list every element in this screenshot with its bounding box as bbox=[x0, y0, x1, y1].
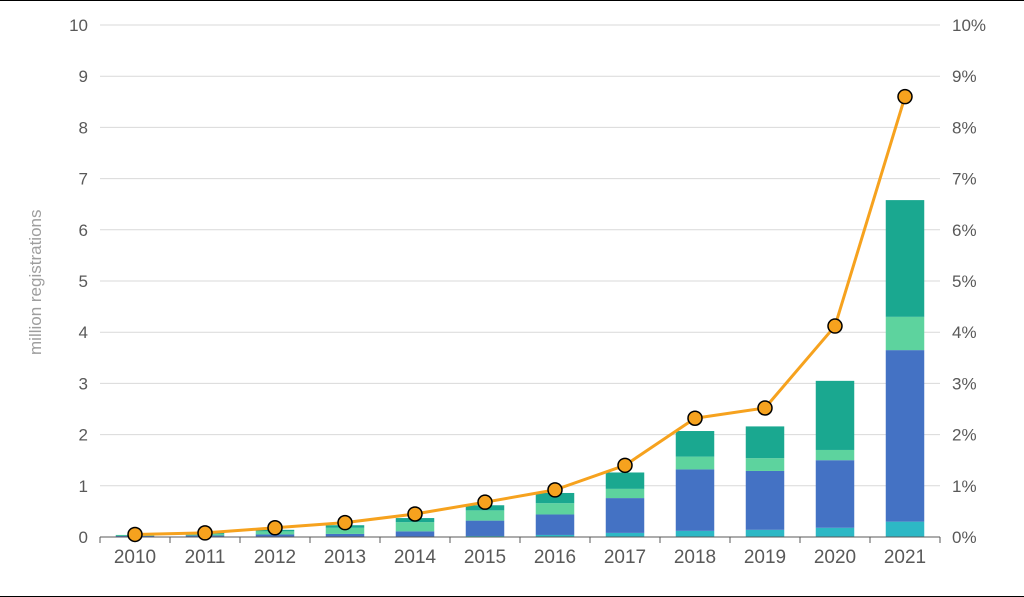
trend-marker bbox=[408, 507, 422, 521]
x-tick-label: 2013 bbox=[324, 547, 366, 568]
y-left-tick-label: 2 bbox=[79, 426, 88, 445]
y-right-tick-label: 7% bbox=[952, 170, 977, 189]
y-left-tick-label: 1 bbox=[79, 477, 88, 496]
bar-segment bbox=[816, 381, 855, 450]
x-tick-label: 2015 bbox=[464, 547, 506, 568]
trend-marker bbox=[898, 90, 912, 104]
x-tick-label: 2020 bbox=[814, 547, 856, 568]
y-right-tick-label: 6% bbox=[952, 221, 977, 240]
x-tick-label: 2016 bbox=[534, 547, 576, 568]
bar-segment bbox=[746, 471, 785, 530]
chart-container: million registrations 0 1 2 3 4 5 6 7 8 9 10 0% 1% 2%… bbox=[0, 0, 1024, 597]
bar-segment bbox=[536, 514, 575, 534]
y-right-tick-label: 4% bbox=[952, 323, 977, 342]
bar-segment bbox=[466, 510, 505, 520]
x-tick-label: 2019 bbox=[744, 547, 786, 568]
x-tick-label: 2010 bbox=[114, 547, 156, 568]
y-left-tick-label: 5 bbox=[79, 272, 88, 291]
trend-marker bbox=[268, 521, 282, 535]
y-left-tick-label: 9 bbox=[79, 67, 88, 86]
y-right-tick-label: 2% bbox=[952, 426, 977, 445]
bar-segment bbox=[886, 350, 925, 522]
x-tick-label: 2012 bbox=[254, 547, 296, 568]
x-tick-label: 2017 bbox=[604, 547, 646, 568]
bar-segment bbox=[816, 528, 855, 537]
trend-marker bbox=[198, 526, 212, 540]
bar-segment bbox=[816, 450, 855, 460]
bar-segment bbox=[606, 472, 645, 488]
trend-line bbox=[135, 97, 905, 535]
x-tick-label: 2018 bbox=[674, 547, 716, 568]
bar-segment bbox=[886, 317, 925, 350]
bar-segment bbox=[536, 503, 575, 514]
y-left-tick-label: 0 bbox=[79, 528, 88, 547]
bar-segment bbox=[746, 530, 785, 537]
x-tick-label: 2014 bbox=[394, 547, 437, 568]
y-right-tick-label: 3% bbox=[952, 374, 977, 393]
trend-marker bbox=[758, 401, 772, 415]
y-left-tick-label: 7 bbox=[79, 170, 88, 189]
trend-marker bbox=[128, 527, 142, 541]
trend-marker bbox=[478, 495, 492, 509]
bar-segment bbox=[886, 522, 925, 537]
y-right-tick-label: 1% bbox=[952, 477, 977, 496]
y-right-tick-label: 0% bbox=[952, 528, 977, 547]
y-axis-label: million registrations bbox=[26, 210, 46, 356]
trend-marker bbox=[548, 483, 562, 497]
y-right-tick-label: 5% bbox=[952, 272, 977, 291]
bar-segment bbox=[396, 522, 435, 531]
bar-segment bbox=[886, 200, 925, 317]
y-left-tick-label: 4 bbox=[79, 323, 88, 342]
chart-svg: 0 1 2 3 4 5 6 7 8 9 10 0% 1% 2% 3% 4% 5% 6% 7% 8% 9% 10% 2010 2… bbox=[0, 1, 1024, 597]
bar-segment bbox=[606, 498, 645, 533]
y-left-tick-label: 10 bbox=[69, 16, 88, 35]
bar-segment bbox=[676, 457, 715, 470]
bar-segment bbox=[746, 426, 785, 458]
bar-segment bbox=[676, 469, 715, 530]
trend-marker bbox=[618, 458, 632, 472]
x-tick-label: 2011 bbox=[185, 547, 226, 568]
bar-segment bbox=[676, 531, 715, 537]
y-left-tick-label: 8 bbox=[79, 118, 88, 137]
y-right-tick-label: 8% bbox=[952, 118, 977, 137]
y-left-tick-label: 6 bbox=[79, 221, 88, 240]
bar-segment bbox=[396, 531, 435, 536]
trend-marker bbox=[828, 319, 842, 333]
bar-segment bbox=[606, 533, 645, 537]
y-right-tick-label: 9% bbox=[952, 67, 977, 86]
bar-segment bbox=[746, 458, 785, 471]
bar-segment bbox=[606, 489, 645, 498]
y-right-tick-label: 10% bbox=[952, 16, 986, 35]
bar-segment bbox=[466, 521, 505, 536]
bar-segment bbox=[676, 431, 715, 457]
x-tick-label: 2021 bbox=[884, 547, 926, 568]
trend-marker bbox=[338, 516, 352, 530]
bar-segment bbox=[326, 534, 365, 537]
trend-marker bbox=[688, 411, 702, 425]
bar-segment bbox=[816, 460, 855, 528]
y-left-tick-label: 3 bbox=[79, 374, 88, 393]
